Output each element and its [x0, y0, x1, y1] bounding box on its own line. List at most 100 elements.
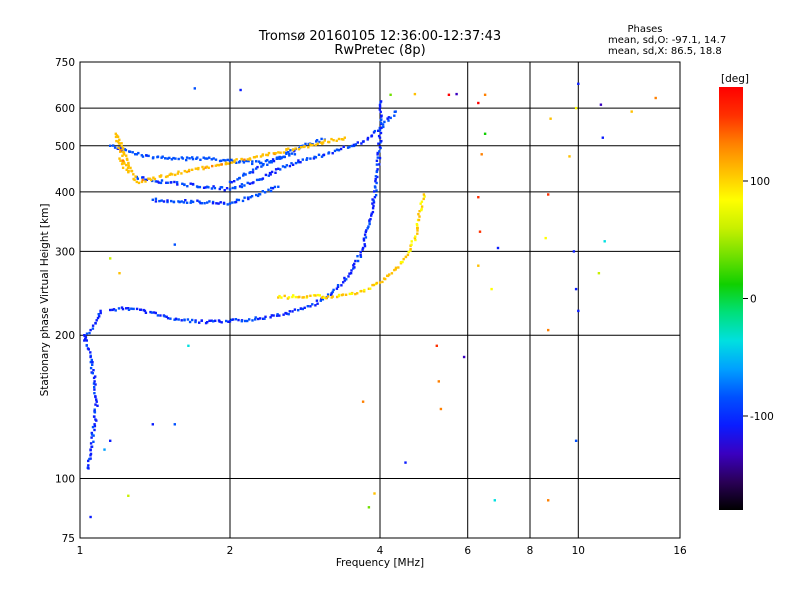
- data-point: [120, 306, 124, 309]
- data-point: [654, 96, 657, 100]
- data-point: [166, 175, 169, 178]
- data-point: [283, 155, 286, 159]
- data-point: [577, 309, 580, 313]
- data-point: [369, 217, 372, 221]
- data-point: [370, 212, 373, 215]
- data-point: [389, 116, 392, 120]
- data-point: [89, 360, 92, 364]
- data-point: [257, 317, 260, 321]
- colorbar: [719, 87, 743, 510]
- data-point: [325, 297, 328, 300]
- colorbar-tick-label: -100: [750, 411, 774, 423]
- data-point: [248, 182, 252, 185]
- data-point: [121, 159, 124, 162]
- data-point: [314, 143, 317, 147]
- data-point: [378, 145, 382, 149]
- data-point: [211, 164, 214, 168]
- data-point: [373, 492, 376, 495]
- data-point: [196, 185, 200, 189]
- data-point: [196, 156, 199, 159]
- data-point: [404, 255, 408, 259]
- data-point: [251, 319, 254, 322]
- data-point: [237, 318, 240, 322]
- data-point: [202, 156, 205, 159]
- data-point: [549, 117, 552, 120]
- data-point: [174, 157, 177, 160]
- data-point: [375, 169, 379, 173]
- data-point: [603, 240, 606, 243]
- data-point: [374, 178, 377, 181]
- data-point: [277, 296, 280, 299]
- data-point: [127, 307, 130, 310]
- data-point: [183, 183, 186, 187]
- data-point: [173, 318, 176, 321]
- stats-heading: Phases: [627, 24, 662, 35]
- data-point: [386, 274, 390, 278]
- data-point: [376, 175, 379, 179]
- data-point: [239, 88, 242, 92]
- data-point: [178, 200, 181, 204]
- y-tick-label: 400: [55, 187, 75, 199]
- data-point: [89, 351, 92, 354]
- data-point: [182, 201, 186, 204]
- data-point: [109, 257, 112, 260]
- data-point: [377, 129, 380, 132]
- data-point: [93, 428, 96, 432]
- data-point: [332, 288, 335, 292]
- stats-x-line: mean, sd,X: 86.5, 18.8: [608, 46, 722, 57]
- data-point: [124, 148, 128, 152]
- data-point: [317, 153, 321, 156]
- data-point: [371, 202, 374, 205]
- data-point: [360, 289, 363, 293]
- data-point: [256, 165, 259, 169]
- data-point: [252, 181, 255, 184]
- data-point: [228, 202, 232, 205]
- data-point: [375, 189, 378, 192]
- data-points: [83, 82, 657, 519]
- data-point: [294, 295, 297, 299]
- data-point: [375, 159, 379, 162]
- data-point: [174, 173, 177, 177]
- data-point: [318, 140, 321, 144]
- data-point: [116, 135, 119, 138]
- data-point: [597, 272, 601, 275]
- data-point: [242, 161, 246, 164]
- data-point: [225, 319, 228, 323]
- data-point: [399, 261, 403, 264]
- data-point: [315, 139, 319, 142]
- data-point: [191, 318, 194, 322]
- data-point: [419, 202, 422, 205]
- data-point: [291, 163, 295, 166]
- data-point: [343, 279, 346, 282]
- data-point: [216, 163, 219, 167]
- data-point: [243, 196, 246, 199]
- data-point: [423, 195, 426, 198]
- data-point: [278, 294, 281, 298]
- data-point: [251, 168, 255, 171]
- data-point: [382, 125, 385, 129]
- colorbar-tick-label: 100: [750, 176, 770, 188]
- data-point: [287, 147, 290, 150]
- data-point: [125, 163, 128, 167]
- data-point: [143, 309, 147, 313]
- data-point: [370, 135, 373, 138]
- data-point: [268, 171, 272, 175]
- data-point: [290, 162, 293, 165]
- data-point: [462, 355, 466, 359]
- y-axis-label: Stationary phase Virtual Height [km]: [39, 204, 51, 397]
- data-point: [574, 287, 578, 291]
- data-point: [379, 141, 382, 144]
- data-point: [121, 307, 125, 311]
- data-point: [95, 419, 98, 422]
- data-point: [572, 250, 576, 253]
- data-point: [372, 283, 376, 287]
- data-point: [206, 321, 209, 324]
- data-point: [353, 266, 356, 269]
- data-point: [363, 288, 366, 292]
- data-point: [312, 294, 316, 297]
- data-point: [277, 157, 280, 160]
- data-point: [255, 193, 258, 197]
- data-point: [343, 276, 346, 280]
- data-point: [89, 355, 92, 359]
- data-point: [414, 235, 417, 238]
